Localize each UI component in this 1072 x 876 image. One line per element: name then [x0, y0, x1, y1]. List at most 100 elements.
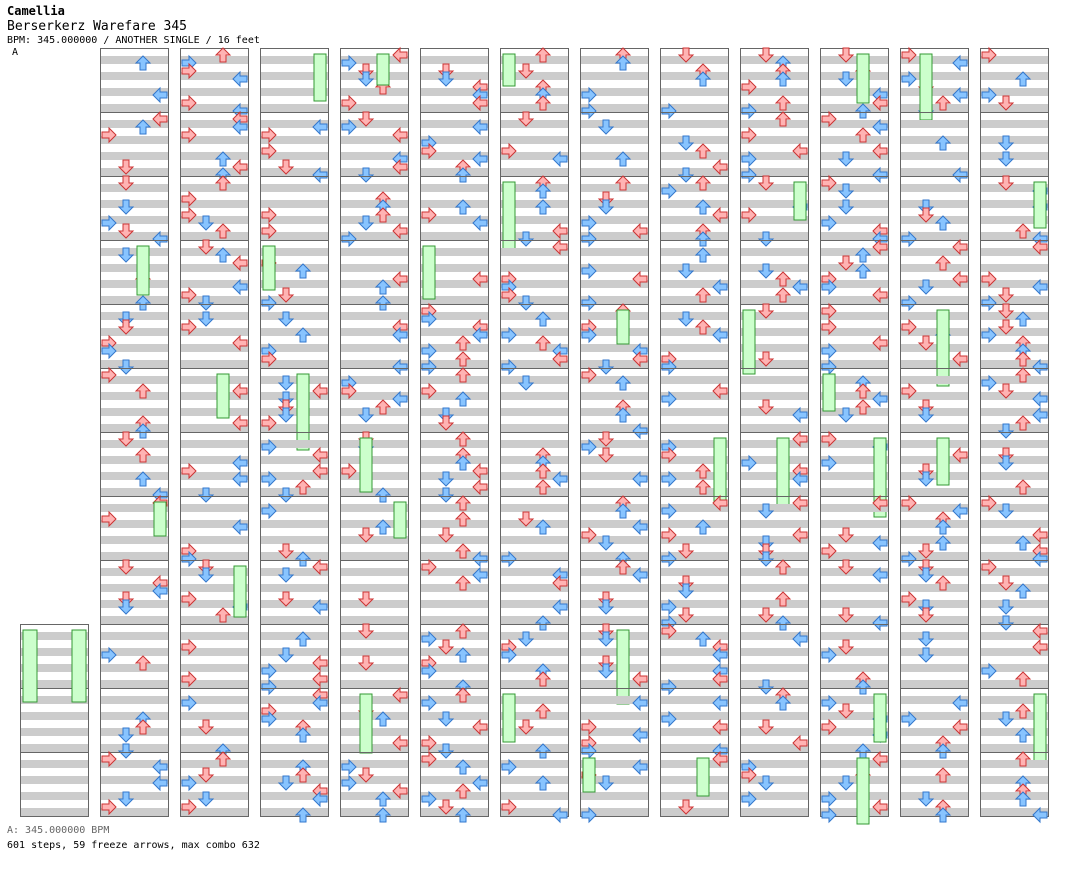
arrow-icon [741, 206, 757, 224]
arrow-icon [1014, 751, 1032, 767]
arrow-icon [117, 223, 135, 239]
arrow-icon [261, 438, 277, 456]
arrow-icon [837, 559, 855, 575]
arrow-icon [534, 775, 552, 791]
arrow-icon [614, 151, 632, 167]
row-stripe [660, 200, 728, 208]
row-stripe [980, 248, 1048, 256]
arrow-icon [261, 710, 277, 728]
arrow-icon [952, 446, 968, 464]
arrow-icon [901, 46, 917, 64]
arrow-icon [997, 151, 1015, 167]
row-stripe [740, 488, 808, 496]
row-stripe [820, 616, 888, 624]
row-stripe [180, 744, 248, 752]
arrow-icon [152, 230, 168, 248]
row-stripe [900, 520, 968, 528]
row-stripe [580, 392, 648, 400]
freeze-arrow-icon [359, 693, 373, 754]
row-stripe [340, 72, 408, 80]
arrow-icon [232, 118, 248, 136]
row-stripe [260, 536, 328, 544]
arrow-icon [952, 350, 968, 368]
row-stripe [500, 264, 568, 272]
arrow-icon [901, 710, 917, 728]
arrow-icon [581, 326, 597, 344]
arrow-icon [374, 279, 392, 295]
arrow-icon [981, 558, 997, 576]
arrow-icon [552, 470, 568, 488]
arrow-icon [821, 278, 837, 296]
arrow-icon [101, 366, 117, 384]
row-stripe [340, 120, 408, 128]
row-stripe [420, 616, 488, 624]
row-stripe [820, 504, 888, 512]
row-stripe [500, 520, 568, 528]
row-stripe [180, 232, 248, 240]
row-stripe [340, 136, 408, 144]
row-stripe [580, 600, 648, 608]
row-stripe [660, 56, 728, 64]
arrow-icon [501, 798, 517, 816]
row-stripe [980, 184, 1048, 192]
arrow-icon [792, 406, 808, 424]
row-stripe [20, 776, 88, 784]
arrow-icon [1032, 526, 1048, 544]
arrow-icon [294, 631, 312, 647]
row-stripe [900, 168, 968, 176]
arrow-icon [181, 670, 197, 688]
arrow-icon [277, 375, 295, 391]
arrow-icon [232, 454, 248, 472]
row-stripe [660, 120, 728, 128]
row-stripe [420, 360, 488, 368]
arrow-icon [232, 70, 248, 88]
row-stripe [420, 680, 488, 688]
arrow-icon [454, 351, 472, 367]
song-title: Berserkerz Warefare 345 [7, 19, 188, 34]
row-stripe [180, 376, 248, 384]
arrow-icon [101, 342, 117, 360]
row-stripe [580, 312, 648, 320]
arrow-icon [997, 175, 1015, 191]
row-stripe [180, 760, 248, 768]
row-stripe [900, 808, 968, 816]
arrow-icon [374, 519, 392, 535]
row-stripe [580, 472, 648, 480]
row-stripe [980, 376, 1048, 384]
row-stripe [260, 344, 328, 352]
arrow-icon [872, 94, 888, 112]
row-stripe [340, 584, 408, 592]
arrow-icon [357, 527, 375, 543]
arrow-icon [741, 150, 757, 168]
row-stripe [180, 600, 248, 608]
arrow-icon [792, 470, 808, 488]
row-stripe [660, 504, 728, 512]
row-stripe [500, 792, 568, 800]
row-stripe [740, 56, 808, 64]
arrow-icon [757, 775, 775, 791]
arrow-icon [934, 535, 952, 551]
row-stripe [660, 344, 728, 352]
row-stripe [820, 808, 888, 816]
arrow-icon [1032, 278, 1048, 296]
arrow-icon [774, 271, 792, 287]
arrow-icon [421, 206, 437, 224]
arrow-icon [357, 767, 375, 783]
row-stripe [980, 728, 1048, 736]
arrow-icon [821, 302, 837, 320]
freeze-arrow-icon [502, 181, 516, 251]
arrow-icon [357, 623, 375, 639]
row-stripe [820, 88, 888, 96]
arrow-icon [392, 390, 408, 408]
row-stripe [340, 776, 408, 784]
row-stripe [180, 216, 248, 224]
freeze-arrow-icon [136, 245, 150, 296]
row-stripe [420, 744, 488, 752]
row-stripe [420, 792, 488, 800]
arrow-icon [997, 383, 1015, 399]
row-stripe [500, 568, 568, 576]
row-stripe [820, 408, 888, 416]
row-stripe [580, 632, 648, 640]
row-stripe [340, 792, 408, 800]
arrow-icon [1014, 71, 1032, 87]
